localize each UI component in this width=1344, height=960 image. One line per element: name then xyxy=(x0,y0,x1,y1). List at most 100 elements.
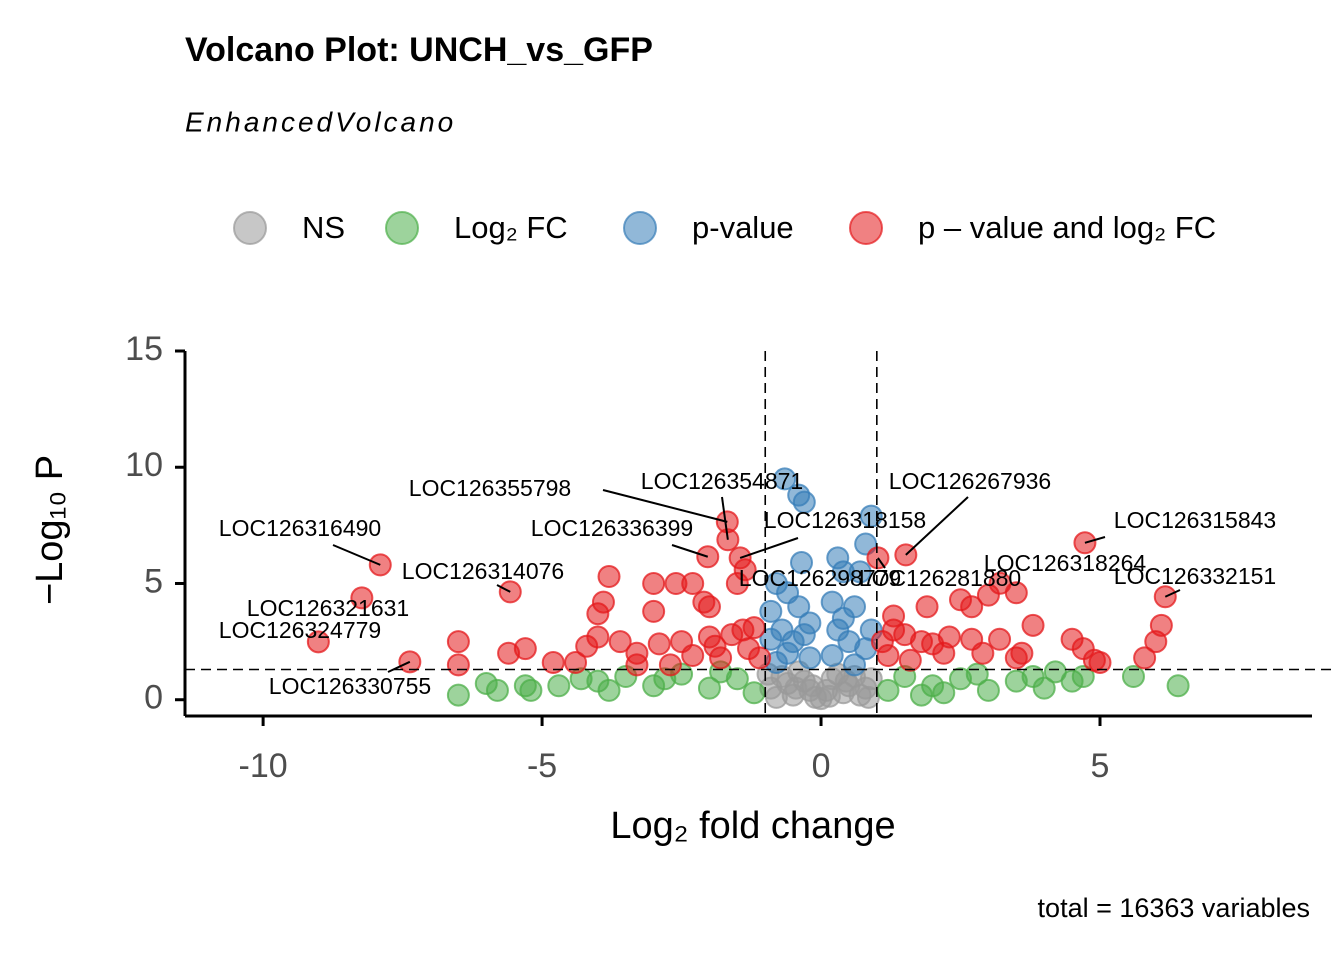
legend-marker xyxy=(849,211,883,245)
point xyxy=(898,648,922,672)
point xyxy=(971,641,995,665)
point xyxy=(446,683,470,707)
point xyxy=(859,504,883,528)
label-connector xyxy=(332,544,381,566)
y-tick-label: 15 xyxy=(125,330,163,368)
point xyxy=(681,644,705,668)
point xyxy=(1071,664,1095,688)
point xyxy=(820,590,844,614)
point xyxy=(681,571,705,595)
legend-label: p – value and log₂ FC xyxy=(918,210,1216,245)
point xyxy=(790,551,814,575)
point xyxy=(820,644,844,668)
point-label: LOC126332151 xyxy=(1114,563,1276,589)
point xyxy=(350,586,374,610)
point xyxy=(608,630,632,654)
point xyxy=(647,632,671,656)
point-label: LOC126330755 xyxy=(269,673,431,699)
point xyxy=(586,602,610,626)
point xyxy=(485,678,509,702)
point xyxy=(965,662,989,686)
point xyxy=(658,653,682,677)
point xyxy=(642,571,666,595)
x-tick-label: 5 xyxy=(1091,747,1110,785)
label-connector xyxy=(739,537,799,559)
point xyxy=(882,604,906,628)
point xyxy=(843,653,867,677)
point xyxy=(446,653,470,677)
x-tick-label: 0 xyxy=(812,747,831,785)
point xyxy=(1121,664,1145,688)
point xyxy=(547,674,571,698)
point xyxy=(625,653,649,677)
point-label: LOC126354871 xyxy=(641,468,803,494)
y-tick-label: 5 xyxy=(144,562,163,600)
point xyxy=(988,627,1012,651)
point xyxy=(642,599,666,623)
point-label: LOC126316490 xyxy=(219,515,381,541)
point xyxy=(703,634,727,658)
point xyxy=(575,634,599,658)
point xyxy=(909,683,933,707)
point-label: LOC126314076 xyxy=(402,558,564,584)
label-connector xyxy=(877,557,886,569)
chart-subtitle: EnhancedVolcano xyxy=(185,106,456,137)
point xyxy=(787,595,811,619)
point xyxy=(742,616,766,640)
point xyxy=(497,641,521,665)
point xyxy=(848,560,872,584)
point xyxy=(1166,674,1190,698)
x-axis-label: Log₂ fold change xyxy=(610,805,895,847)
point xyxy=(960,595,984,619)
point-label: LOC126281880 xyxy=(859,565,1021,591)
point xyxy=(1133,646,1157,670)
y-tick-label: 0 xyxy=(144,679,163,717)
legend-label: NS xyxy=(302,210,345,245)
point xyxy=(597,565,621,589)
chart-title: Volcano Plot: UNCH_vs_GFP xyxy=(185,31,653,69)
x-tick-label: -5 xyxy=(527,747,557,785)
point xyxy=(1004,581,1028,605)
point-label: LOC126321631 xyxy=(247,595,409,621)
point xyxy=(564,651,588,675)
legend-marker xyxy=(623,211,657,245)
point-label: LOC126315843 xyxy=(1114,507,1276,533)
label-connector xyxy=(1084,536,1106,544)
point xyxy=(725,571,749,595)
y-axis-label: −Log₁₀ P xyxy=(29,455,71,605)
point-label: LOC126324779 xyxy=(219,617,381,643)
point xyxy=(748,646,772,670)
point xyxy=(876,644,900,668)
legend-marker xyxy=(233,211,267,245)
point xyxy=(798,646,822,670)
point-label: LOC126336399 xyxy=(531,515,693,541)
point xyxy=(446,630,470,654)
legend-marker xyxy=(385,211,419,245)
point xyxy=(976,583,1000,607)
point xyxy=(597,678,621,702)
point xyxy=(781,630,805,654)
point xyxy=(541,651,565,675)
point-label: LOC126318264 xyxy=(984,550,1147,576)
point xyxy=(792,490,816,514)
point xyxy=(692,590,716,614)
label-connector xyxy=(602,489,728,523)
point xyxy=(798,611,822,635)
point xyxy=(817,684,841,708)
point xyxy=(1021,664,1045,688)
point xyxy=(1043,660,1067,684)
y-tick-label: 10 xyxy=(125,446,163,484)
point-label: LOC126298779 xyxy=(739,565,901,591)
caption: total = 16363 variables xyxy=(1038,893,1310,923)
label-connector xyxy=(671,544,709,558)
label-connector xyxy=(496,584,511,593)
point xyxy=(976,678,1000,702)
point xyxy=(1088,651,1112,675)
point xyxy=(773,467,797,491)
point xyxy=(513,674,537,698)
point xyxy=(831,606,855,630)
point xyxy=(697,676,721,700)
label-connector xyxy=(387,660,411,673)
